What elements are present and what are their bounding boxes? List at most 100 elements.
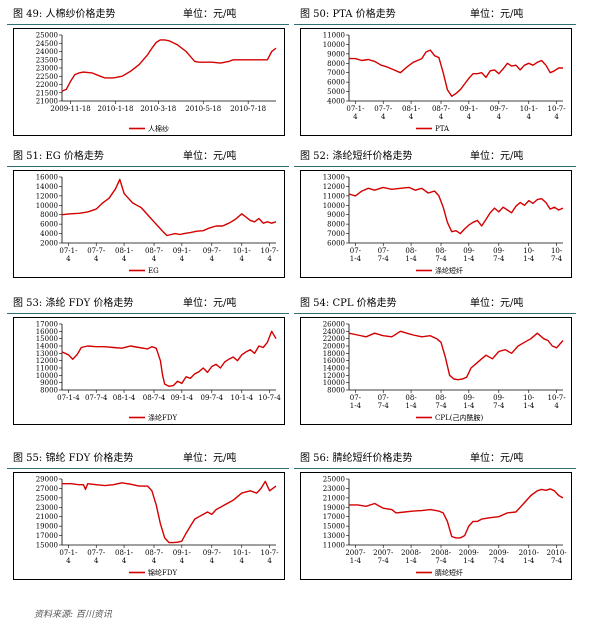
- unit-label: 单位：元/吨: [183, 298, 237, 309]
- x-tick-label: 10-1-4: [230, 394, 253, 402]
- y-tick-label: 4000: [327, 98, 345, 106]
- y-tick-label: 17000: [36, 321, 58, 329]
- chart-frame: 6000 7000 8000 9000 10000 11000 12000 13000 07-1…: [300, 170, 572, 278]
- y-tick-label: 24000: [36, 48, 58, 56]
- x-tick-label: 10-7-4: [551, 247, 563, 263]
- y-tick-label: 16000: [36, 328, 58, 336]
- y-tick-label: 13000: [36, 350, 58, 358]
- y-tick-label: 25000: [36, 494, 58, 502]
- y-tick-label: 17000: [36, 532, 58, 540]
- unit-label: 单位：元/吨: [470, 9, 524, 20]
- y-tick-label: 11000: [323, 542, 345, 550]
- y-tick-label: 8000: [327, 60, 345, 68]
- x-tick-label: 07-1-4: [350, 247, 362, 263]
- x-tick-label: 2008-1-4: [401, 549, 422, 565]
- x-tick-label: 10-7-4: [261, 549, 280, 565]
- chart-title: 图 56: 腈纶短纤价格走势: [300, 453, 413, 464]
- y-tick-label: 21500: [36, 89, 58, 97]
- y-tick-label: 5000: [327, 88, 345, 96]
- chart-frame: 8000 9000 10000 11000 12000 13000 14000 15000 16…: [13, 317, 285, 425]
- x-tick-label: 08-7-4: [432, 105, 451, 121]
- y-tick-label: 26000: [323, 321, 345, 329]
- y-tick-label: 24500: [36, 40, 58, 48]
- y-tick-label: 12000: [36, 357, 58, 365]
- x-tick-label: 2010-1-4: [519, 549, 540, 565]
- y-tick-label: 9000: [40, 379, 58, 387]
- y-tick-label: 16000: [36, 174, 58, 182]
- chart-frame: 21000 21500 22000 22500 23000 23500 24000 24500…: [13, 28, 285, 136]
- x-tick-label: 08-1-4: [405, 247, 417, 263]
- chart-frame: 8000 10000 12000 14000 16000 18000 20000 22000 2…: [300, 317, 572, 425]
- y-tick-label: 11000: [36, 365, 58, 373]
- x-tick-label: 08-1-4: [115, 247, 134, 263]
- x-tick-label: 07-7-4: [378, 394, 390, 410]
- x-tick-label: 09-7-4: [493, 247, 505, 263]
- y-tick-label: 23000: [323, 485, 345, 493]
- unit-label: 单位：元/吨: [183, 453, 237, 464]
- y-tick-label: 9000: [327, 50, 345, 58]
- title-rule: [294, 24, 576, 25]
- title-rule: [294, 313, 576, 314]
- x-tick-label: 09-7-4: [490, 105, 509, 121]
- y-tick-label: 13000: [323, 174, 345, 182]
- x-tick-label: 2009-1-4: [459, 549, 480, 565]
- x-tick-label: 09-1-4: [173, 549, 192, 565]
- y-tick-label: 21000: [36, 513, 58, 521]
- y-tick-label: 13000: [323, 532, 345, 540]
- series-line: [61, 39, 277, 92]
- chart-title: 图 54: CPL 价格走势: [300, 298, 397, 309]
- x-tick-label: 10-1-4: [520, 105, 539, 121]
- title-rule: [7, 468, 289, 469]
- panel-55: 图 55: 锦纶 FDY 价格走势 单位：元/吨 15000 17000 19000 2…: [7, 452, 289, 582]
- y-tick-label: 29000: [36, 476, 58, 484]
- x-tick-label: 07-7-4: [87, 549, 106, 565]
- chart-title: 图 49: 人棉纱价格走势: [13, 9, 116, 20]
- x-tick-label: 10-1-4: [523, 394, 535, 410]
- y-tick-label: 7000: [327, 230, 345, 238]
- x-tick-label: 08-7-4: [143, 394, 166, 402]
- x-tick-label: 10-7-4: [258, 394, 281, 402]
- x-tick-label: 08-7-4: [435, 247, 447, 263]
- y-tick-label: 8000: [327, 387, 345, 395]
- unit-label: 单位：元/吨: [470, 151, 524, 162]
- x-tick-label: 09-1-4: [460, 105, 479, 121]
- y-tick-label: 21000: [36, 98, 58, 106]
- y-tick-label: 21000: [323, 494, 345, 502]
- chart-frame: 15000 17000 19000 21000 23000 25000 27000 29000…: [13, 472, 285, 580]
- x-tick-label: 2007-1-4: [345, 549, 366, 565]
- x-tick-label: 09-1-4: [463, 247, 475, 263]
- panel-49: 图 49: 人棉纱价格走势 单位：元/吨 21000 21500 22000 22500…: [7, 8, 289, 138]
- legend-label: 腈纶短纤: [435, 568, 463, 577]
- title-rule: [294, 166, 576, 167]
- x-tick-label: 2010-1-18: [98, 105, 134, 113]
- x-tick-label: 07-1-4: [59, 247, 78, 263]
- x-tick-label: 08-1-4: [405, 394, 417, 410]
- x-tick-label: 07-7-4: [85, 394, 108, 402]
- chart-title: 图 50: PTA 价格走势: [300, 9, 396, 20]
- x-tick-label: 08-1-4: [115, 549, 134, 565]
- y-tick-label: 14000: [323, 365, 345, 373]
- y-tick-label: 15000: [323, 523, 345, 531]
- x-tick-label: 08-1-4: [113, 394, 136, 402]
- y-tick-label: 15000: [36, 542, 58, 550]
- panel-51: 图 51: EG 价格走势 单位：元/吨 2000 4000 6000 8000 1000…: [7, 150, 289, 280]
- x-tick-label: 09-1-4: [171, 394, 194, 402]
- y-tick-label: 8000: [40, 211, 58, 219]
- y-tick-label: 10000: [323, 202, 345, 210]
- x-tick-label: 09-7-4: [201, 394, 224, 402]
- x-tick-label: 09-7-4: [203, 247, 222, 263]
- x-tick-label: 07-7-4: [374, 105, 393, 121]
- y-tick-label: 14000: [36, 343, 58, 351]
- unit-label: 单位：元/吨: [183, 9, 237, 20]
- x-tick-label: 09-1-4: [463, 394, 475, 410]
- y-tick-label: 10000: [36, 372, 58, 380]
- chart-svg: 8000900010000110001200013000140001500016…: [36, 321, 282, 423]
- y-tick-label: 7000: [327, 69, 345, 77]
- series-line: [349, 488, 564, 539]
- legend-label: PTA: [435, 125, 450, 133]
- legend-label: CPL(己内酰胺): [435, 413, 483, 422]
- y-tick-label: 25000: [36, 32, 58, 40]
- x-tick-label: 07-7-4: [87, 247, 106, 263]
